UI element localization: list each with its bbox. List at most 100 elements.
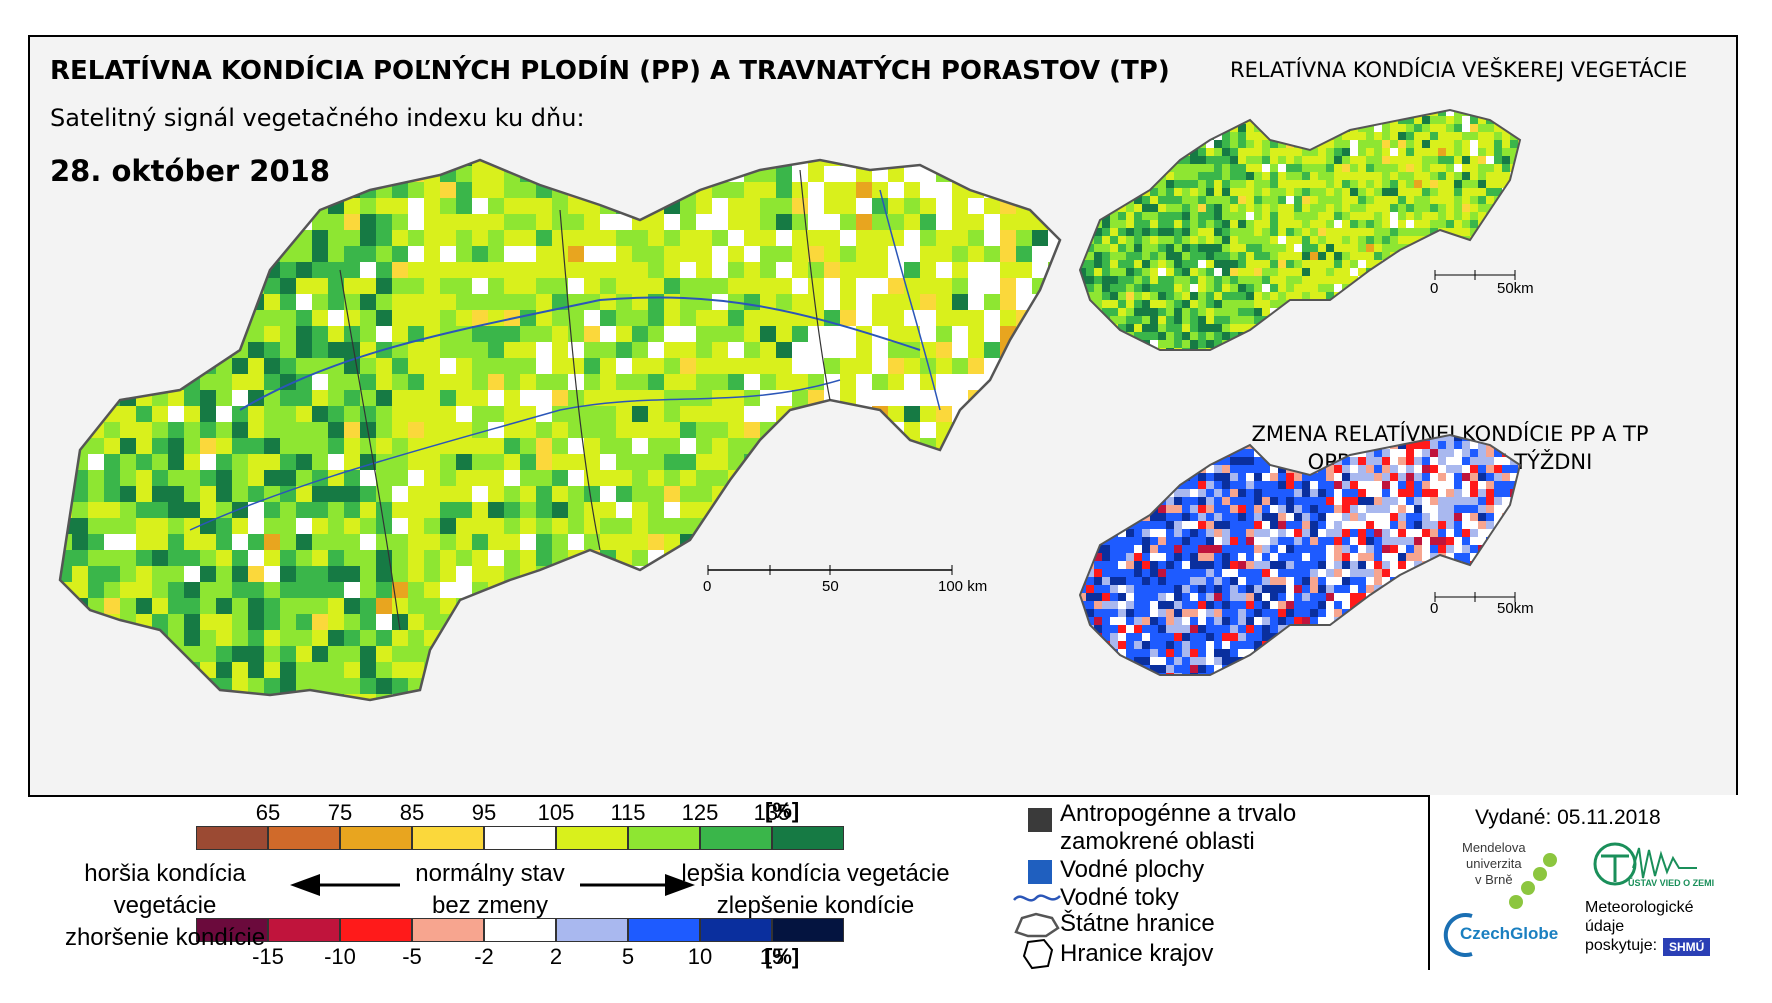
- raster-cell: [1262, 140, 1270, 148]
- raster-cell: [1334, 268, 1342, 276]
- raster-cell: [88, 774, 104, 790]
- raster-cell: [808, 598, 824, 614]
- raster-cell: [984, 662, 1000, 678]
- raster-cell: [1398, 148, 1406, 156]
- raster-cell: [1246, 292, 1254, 300]
- raster-cell: [104, 326, 120, 342]
- raster-cell: [840, 294, 856, 310]
- raster-cell: [1494, 220, 1502, 228]
- raster-cell: [1206, 244, 1214, 252]
- raster-cell: [296, 486, 312, 502]
- raster-cell: [680, 662, 696, 678]
- raster-cell: [536, 230, 552, 246]
- raster-cell: [680, 614, 696, 630]
- raster-cell: [696, 342, 712, 358]
- river-line: [189, 379, 841, 531]
- raster-cell: [1374, 348, 1382, 350]
- raster-cell: [1158, 164, 1166, 172]
- raster-cell: [552, 598, 568, 614]
- raster-cell: [1086, 268, 1094, 276]
- raster-cell: [600, 374, 616, 390]
- raster-cell: [360, 518, 376, 534]
- raster-cell: [856, 726, 872, 742]
- raster-cell: [360, 662, 376, 678]
- raster-cell: [600, 310, 616, 326]
- raster-cell: [1358, 435, 1366, 441]
- raster-cell: [920, 390, 936, 406]
- raster-cell: [792, 678, 808, 694]
- raster-cell: [1382, 204, 1390, 212]
- raster-cell: [968, 694, 984, 700]
- raster-cell: [824, 230, 840, 246]
- raster-cell: [1086, 132, 1094, 140]
- raster-cell: [1070, 220, 1078, 228]
- raster-cell: [1358, 132, 1366, 140]
- raster-cell: [680, 726, 696, 742]
- raster-cell: [1294, 204, 1302, 212]
- raster-cell: [968, 646, 984, 662]
- raster-cell: [568, 278, 584, 294]
- raster-cell: [648, 160, 664, 166]
- raster-cell: [280, 470, 296, 486]
- raster-cell: [984, 534, 1000, 550]
- raster-cell: [760, 534, 776, 550]
- raster-cell: [984, 694, 1000, 700]
- raster-cell: [1294, 244, 1302, 252]
- raster-cell: [60, 326, 72, 342]
- raster-cell: [1326, 292, 1334, 300]
- raster-cell: [1182, 204, 1190, 212]
- raster-cell: [1158, 180, 1166, 188]
- raster-cell: [1374, 308, 1382, 316]
- raster-cell: [1494, 435, 1502, 441]
- raster-cell: [680, 390, 696, 406]
- raster-cell: [1430, 212, 1438, 220]
- raster-cell: [344, 758, 360, 774]
- raster-cell: [648, 342, 664, 358]
- raster-cell: [1190, 356, 1198, 364]
- raster-cell: [440, 198, 456, 214]
- raster-cell: [504, 774, 520, 790]
- raster-cell: [1080, 110, 1086, 116]
- raster-cell: [376, 358, 392, 374]
- raster-cell: [1342, 140, 1350, 148]
- raster-cell: [648, 678, 664, 694]
- raster-cell: [1414, 356, 1422, 364]
- raster-cell: [440, 646, 456, 662]
- raster-cell: [712, 742, 728, 758]
- raster-cell: [1110, 228, 1118, 236]
- scale-label: 0: [1430, 280, 1439, 297]
- raster-cell: [760, 422, 776, 438]
- raster-cell: [1350, 204, 1358, 212]
- raster-cell: [1374, 156, 1382, 164]
- raster-cell: [1158, 140, 1166, 148]
- raster-cell: [216, 774, 232, 790]
- raster-cell: [1254, 435, 1262, 441]
- raster-cell: [456, 198, 472, 214]
- raster-cell: [600, 358, 616, 374]
- raster-cell: [1286, 116, 1294, 124]
- raster-cell: [1080, 228, 1086, 236]
- raster-cell: [1326, 100, 1334, 108]
- raster-cell: [1110, 356, 1118, 364]
- raster-cell: [1438, 172, 1446, 180]
- raster-cell: [632, 342, 648, 358]
- raster-cell: [920, 326, 936, 342]
- raster-cell: [984, 486, 1000, 502]
- raster-cell: [1502, 116, 1510, 124]
- raster-cell: [1230, 110, 1238, 116]
- raster-cell: [1390, 425, 1398, 433]
- raster-cell: [1230, 364, 1238, 370]
- raster-cell: [1080, 124, 1086, 132]
- raster-cell: [1174, 132, 1182, 140]
- raster-cell: [904, 262, 920, 278]
- raster-cell: [1326, 180, 1334, 188]
- raster-cell: [248, 326, 264, 342]
- raster-cell: [1414, 348, 1422, 350]
- raster-cell: [1278, 348, 1286, 350]
- raster-cell: [296, 694, 312, 700]
- raster-cell: [1470, 260, 1478, 268]
- raster-cell: [792, 454, 808, 470]
- raster-cell: [1454, 316, 1462, 324]
- raster-cell: [840, 694, 856, 700]
- raster-cell: [1286, 132, 1294, 140]
